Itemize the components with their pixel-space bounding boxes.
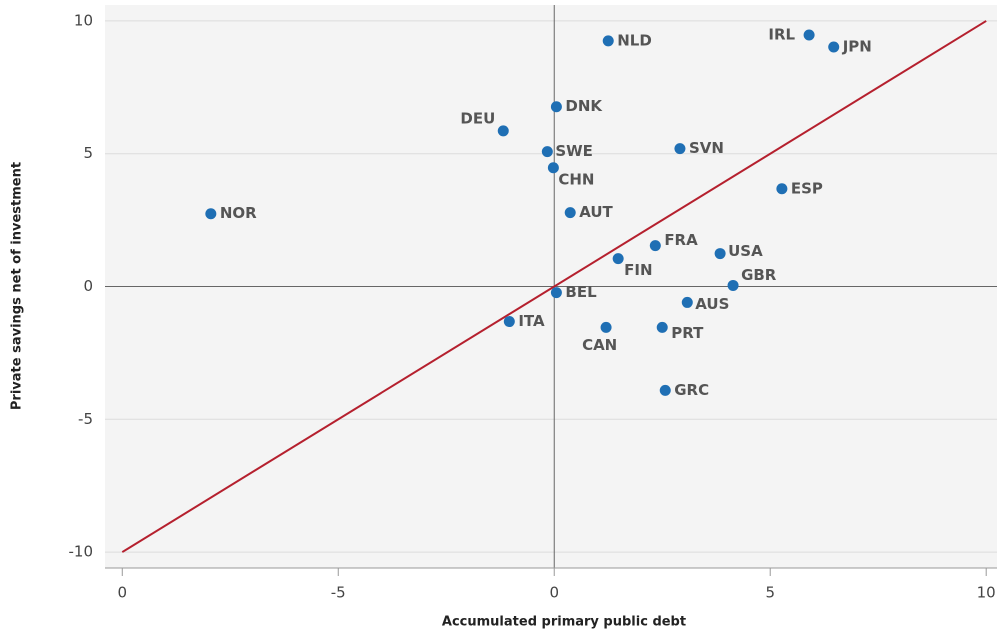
x-axis-title: Accumulated primary public debt: [442, 615, 686, 630]
point-label: SVN: [689, 139, 724, 157]
point-label: CAN: [582, 336, 617, 354]
y-tick-label: 5: [83, 144, 93, 162]
point-label: FIN: [624, 261, 652, 279]
point-label: USA: [728, 242, 763, 260]
point: [776, 183, 788, 195]
point-label: SWE: [555, 142, 593, 160]
point: [681, 296, 693, 308]
point-label: NOR: [220, 204, 257, 222]
point: [803, 29, 815, 41]
point: [602, 35, 614, 47]
point-label: FRA: [664, 231, 698, 249]
point: [727, 279, 739, 291]
point: [550, 101, 562, 113]
y-axis-title: Private savings net of investment: [10, 162, 25, 410]
point-label: CHN: [558, 170, 594, 188]
point-label: DEU: [460, 109, 495, 127]
y-tick-label: 0: [83, 277, 93, 295]
point-label: ITA: [518, 312, 545, 330]
point-label: IRL: [768, 26, 795, 44]
point-label: ESP: [791, 179, 823, 197]
point-label: GRC: [674, 381, 709, 399]
point: [674, 143, 686, 155]
point: [497, 125, 509, 137]
x-tick-label: 0: [118, 584, 128, 602]
point: [550, 287, 562, 299]
point-label: BEL: [565, 283, 597, 301]
point: [659, 384, 671, 396]
x-tick-label: -5: [331, 584, 346, 602]
reference-line: [121, 20, 987, 553]
point-label: AUS: [695, 295, 729, 313]
x-tick-label: 5: [765, 584, 775, 602]
point: [205, 208, 217, 220]
point: [547, 162, 559, 174]
point: [828, 41, 840, 53]
point: [564, 207, 576, 219]
point: [656, 321, 668, 333]
point: [600, 321, 612, 333]
point-label: AUT: [579, 203, 613, 221]
x-tick-label: 0: [549, 584, 559, 602]
point-label: JPN: [842, 37, 872, 55]
y-tick-label: -5: [78, 410, 93, 428]
point: [503, 316, 515, 328]
point: [541, 146, 553, 158]
point-label: PRT: [671, 324, 704, 342]
point: [649, 240, 661, 252]
point-label: DNK: [565, 97, 603, 115]
y-tick-label: 10: [74, 11, 93, 29]
point: [714, 248, 726, 260]
x-tick-label: 10: [977, 584, 996, 602]
y-tick-label: -10: [69, 543, 94, 561]
point-label: GBR: [741, 266, 777, 284]
point-label: NLD: [617, 31, 652, 49]
point: [612, 253, 624, 265]
